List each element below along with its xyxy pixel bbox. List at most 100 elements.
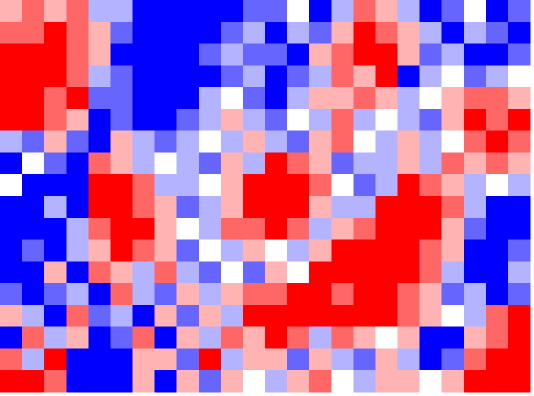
heatmap-cell bbox=[287, 152, 310, 175]
heatmap-cell bbox=[154, 87, 178, 110]
heatmap-cell bbox=[353, 283, 376, 306]
heatmap-cell bbox=[375, 108, 398, 132]
heatmap-cell bbox=[176, 304, 200, 328]
heatmap-cell bbox=[265, 43, 288, 66]
heatmap-cell bbox=[507, 326, 531, 349]
heatmap-cell bbox=[110, 65, 133, 88]
heatmap-cell bbox=[441, 43, 465, 66]
heatmap-cell bbox=[0, 370, 23, 393]
heatmap-cell bbox=[176, 0, 200, 23]
heatmap-cell bbox=[507, 87, 531, 110]
heatmap-cell bbox=[441, 87, 465, 110]
heatmap-cell bbox=[88, 261, 111, 284]
heatmap-cell bbox=[507, 261, 531, 284]
heatmap-cell bbox=[287, 283, 310, 306]
heatmap-cell bbox=[242, 348, 266, 371]
heatmap-cell bbox=[507, 108, 531, 132]
heatmap-cell bbox=[0, 87, 23, 110]
heatmap-cell bbox=[198, 43, 222, 66]
heatmap-cell bbox=[353, 21, 376, 45]
heatmap-cell bbox=[154, 196, 178, 219]
heatmap-cell bbox=[485, 21, 509, 45]
heatmap-cell bbox=[353, 304, 376, 328]
heatmap-cell bbox=[220, 239, 244, 262]
heatmap-cell bbox=[419, 326, 443, 349]
heatmap-cell bbox=[242, 196, 266, 219]
heatmap-cell bbox=[331, 43, 354, 66]
heatmap-cell bbox=[198, 108, 222, 132]
heatmap-cell bbox=[353, 370, 376, 393]
heatmap-cell bbox=[154, 348, 178, 371]
heatmap-cell bbox=[331, 87, 354, 110]
heatmap-cell bbox=[220, 283, 244, 306]
heatmap-cell bbox=[507, 0, 531, 23]
heatmap-cell bbox=[242, 304, 266, 328]
heatmap-cell bbox=[441, 261, 465, 284]
heatmap-cell bbox=[441, 326, 465, 349]
heatmap-cell bbox=[265, 21, 288, 45]
heatmap-cell bbox=[88, 304, 111, 328]
heatmap-cell bbox=[88, 283, 111, 306]
heatmap-cell bbox=[154, 108, 178, 132]
heatmap-cell bbox=[331, 261, 354, 284]
heatmap-cell bbox=[309, 65, 332, 88]
heatmap-cell bbox=[265, 304, 288, 328]
heatmap-cell bbox=[0, 239, 23, 262]
heatmap-cell bbox=[220, 217, 244, 241]
heatmap-cell bbox=[0, 43, 23, 66]
heatmap-cell bbox=[0, 130, 23, 153]
heatmap-cell bbox=[441, 304, 465, 328]
heatmap-cell bbox=[22, 196, 45, 219]
heatmap-cell bbox=[88, 196, 111, 219]
heatmap-cell bbox=[309, 130, 332, 153]
heatmap-cell bbox=[110, 152, 133, 175]
heatmap-cell bbox=[463, 108, 487, 132]
heatmap-cell bbox=[397, 326, 421, 349]
heatmap-cell bbox=[463, 65, 487, 88]
heatmap-cell bbox=[507, 217, 531, 241]
heatmap-cell bbox=[242, 174, 266, 197]
heatmap-cell bbox=[485, 326, 509, 349]
heatmap-cell bbox=[198, 196, 222, 219]
heatmap-cell bbox=[154, 283, 178, 306]
heatmap-cell bbox=[220, 87, 244, 110]
heatmap-cell bbox=[0, 21, 23, 45]
heatmap-cell bbox=[331, 152, 354, 175]
heatmap-cell bbox=[66, 0, 89, 23]
heatmap-cell bbox=[176, 108, 200, 132]
heatmap-cell bbox=[44, 21, 67, 45]
heatmap-cell bbox=[110, 43, 133, 66]
heatmap-cell bbox=[375, 196, 398, 219]
heatmap-cell bbox=[353, 130, 376, 153]
heatmap-cell bbox=[419, 239, 443, 262]
heatmap-cell bbox=[419, 65, 443, 88]
heatmap-cell bbox=[309, 43, 332, 66]
heatmap-cell bbox=[22, 87, 45, 110]
heatmap-cell bbox=[441, 65, 465, 88]
heatmap-cell bbox=[176, 65, 200, 88]
heatmap-cell bbox=[485, 239, 509, 262]
heatmap-cell bbox=[44, 370, 67, 393]
heatmap-cell bbox=[66, 326, 89, 349]
heatmap-cell bbox=[265, 152, 288, 175]
heatmap-cell bbox=[22, 370, 45, 393]
heatmap-cell bbox=[22, 261, 45, 284]
heatmap-cell bbox=[88, 326, 111, 349]
heatmap-cell bbox=[331, 239, 354, 262]
heatmap-cell bbox=[309, 152, 332, 175]
heatmap-cell bbox=[463, 152, 487, 175]
heatmap-cell bbox=[132, 370, 156, 393]
heatmap-cell bbox=[331, 304, 354, 328]
heatmap-cell bbox=[154, 130, 178, 153]
heatmap-cell bbox=[198, 130, 222, 153]
heatmap-cell bbox=[463, 87, 487, 110]
heatmap-cell bbox=[265, 174, 288, 197]
heatmap-cell bbox=[242, 87, 266, 110]
heatmap-cell bbox=[242, 130, 266, 153]
heatmap-cell bbox=[154, 304, 178, 328]
heatmap-cell bbox=[132, 65, 156, 88]
heatmap-cell bbox=[397, 174, 421, 197]
heatmap-cell bbox=[507, 239, 531, 262]
heatmap-cell bbox=[375, 130, 398, 153]
heatmap-cell bbox=[397, 130, 421, 153]
